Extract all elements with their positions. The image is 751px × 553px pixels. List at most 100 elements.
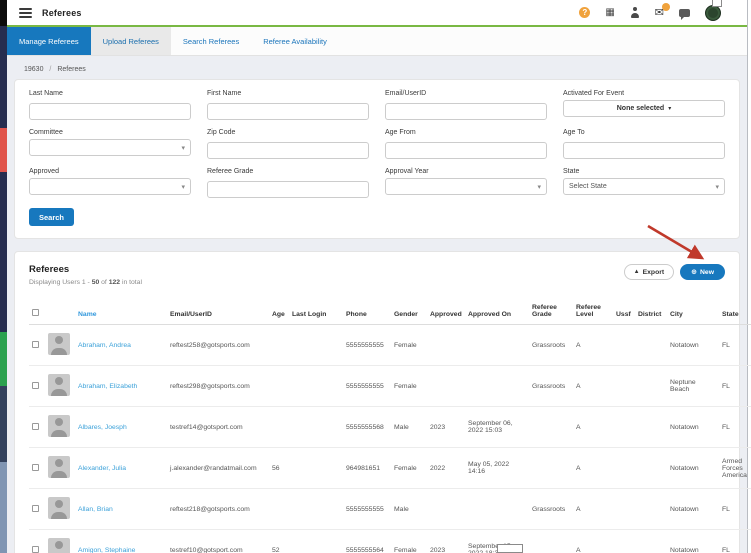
menu-icon[interactable] — [19, 7, 32, 18]
tab-search-referees[interactable]: Search Referees — [182, 36, 240, 46]
referee-row: Albares, Joesph testref14@gotsport.com 555… — [29, 406, 751, 448]
cell-district — [635, 365, 667, 407]
row-checkbox[interactable] — [32, 504, 39, 512]
export-button[interactable]: ▲ Export — [623, 264, 675, 280]
cell-state: FL — [719, 406, 751, 448]
column-header-name[interactable]: Name — [75, 300, 167, 325]
cell-name[interactable]: Allan, Brian — [75, 488, 167, 530]
approved-select[interactable]: ▾ — [29, 178, 191, 195]
cell-age: 56 — [269, 447, 289, 489]
panel-title: Referees — [29, 264, 70, 275]
field-approved: Approved ▾ — [29, 168, 191, 198]
cell-email: testref10@gotsport.com — [167, 529, 269, 553]
committee-select[interactable]: ▾ — [29, 139, 191, 156]
referees-card: Referees Displaying Users 1 - 50 of 122 … — [14, 251, 751, 553]
row-checkbox[interactable] — [32, 463, 39, 471]
referee-avatar — [48, 456, 70, 478]
email-userid-input[interactable] — [385, 103, 547, 120]
cell-last_login — [289, 324, 343, 366]
row-checkbox[interactable] — [32, 422, 39, 430]
row-checkbox[interactable] — [32, 545, 39, 553]
tab-referee-availability[interactable]: Referee Availability — [263, 36, 327, 46]
field-label: Activated For Event — [563, 90, 625, 97]
plus-circle-icon: ⊕ — [691, 269, 698, 276]
messages-icon[interactable]: ✉ — [655, 3, 670, 19]
breadcrumb: 19630 / Referees — [14, 56, 740, 79]
notification-badge — [662, 3, 670, 11]
breadcrumb-org[interactable]: 19630 — [24, 66, 44, 73]
cell-state: FL — [719, 324, 751, 366]
field-email-userid: Email/UserID — [385, 90, 547, 120]
referee-grade-input[interactable] — [207, 181, 369, 198]
new-button[interactable]: ⊕ New — [680, 264, 725, 280]
cell-referee_grade — [529, 529, 573, 553]
breadcrumb-current: Referees — [57, 66, 86, 73]
cell-state: FL — [719, 365, 751, 407]
cell-phone: 5555555564 — [343, 529, 391, 553]
strip-segment — [0, 332, 7, 386]
search-filters-card: Last Name First Name Email/UserID Activa… — [14, 79, 740, 239]
cell-ussf — [613, 447, 635, 489]
tab-upload-referees[interactable]: Upload Referees — [90, 27, 171, 55]
cell-email: testref14@gotsport.com — [167, 406, 269, 448]
cell-referee_grade: Grassroots — [529, 488, 573, 530]
search-button[interactable]: Search — [29, 208, 75, 226]
cell-name[interactable]: Abraham, Elizabeth — [75, 365, 167, 407]
tabbar: Manage Referees Upload Referees Search R… — [7, 27, 747, 56]
cell-email: reftest298@gotsports.com — [167, 365, 269, 407]
approval-year-select[interactable]: ▾ — [385, 178, 547, 195]
referees-table: Name Email/UserID Age Last Login Phone G… — [29, 300, 751, 553]
apps-icon[interactable]: ▦ — [605, 7, 615, 18]
row-checkbox[interactable] — [32, 381, 39, 389]
chevron-down-icon: ▾ — [715, 183, 719, 191]
row-checkbox[interactable] — [32, 340, 39, 348]
cell-approved_on — [465, 324, 529, 366]
strip-segment — [0, 386, 7, 462]
first-name-input[interactable] — [207, 103, 369, 120]
field-activated-for-event: Activated For Event None selected ▾ — [563, 90, 725, 120]
cell-gender: Female — [391, 529, 427, 553]
cell-name[interactable]: Amigon, Stephaine — [75, 529, 167, 553]
activated-for-event-dropdown[interactable]: None selected ▾ — [563, 100, 725, 117]
referee-row: Amigon, Stephaine testref10@gotsport.com 5… — [29, 529, 751, 553]
cell-email: j.alexander@randatmail.com — [167, 447, 269, 489]
state-select[interactable]: Select State ▾ — [563, 178, 725, 195]
field-label: Age To — [563, 129, 585, 136]
cell-district — [635, 488, 667, 530]
column-header-email: Email/UserID — [167, 300, 269, 325]
cell-referee_grade — [529, 447, 573, 489]
help-icon[interactable]: ? — [579, 7, 591, 18]
age-to-input[interactable] — [563, 142, 725, 159]
app-window: Referees ? ▦ ✉ Manage Referees Upload Re… — [7, 0, 751, 553]
brand-divider — [7, 25, 747, 27]
field-label: State — [563, 168, 580, 175]
referee-avatar — [48, 374, 70, 396]
referee-avatar — [48, 538, 70, 553]
field-label: Approved — [29, 168, 59, 175]
cell-approved — [427, 324, 465, 366]
column-header-approved-on: Approved On — [465, 300, 529, 325]
referee-table-body: Abraham, Andrea reftest258@gotsports.com 5… — [29, 324, 751, 553]
cell-name[interactable]: Alexander, Julia — [75, 447, 167, 489]
chat-icon[interactable] — [679, 8, 690, 20]
zip-code-input[interactable] — [207, 142, 369, 159]
referee-row: Abraham, Elizabeth reftest298@gotsports.c… — [29, 365, 751, 407]
cell-city: Notatown — [667, 447, 719, 489]
tab-manage-referees[interactable]: Manage Referees — [7, 27, 91, 55]
cell-phone: 5555555555 — [343, 365, 391, 407]
user-icon[interactable] — [630, 7, 640, 18]
cell-name[interactable]: Albares, Joesph — [75, 406, 167, 448]
field-age-to: Age To — [563, 129, 725, 159]
cell-referee_level: A — [573, 406, 613, 448]
content-area: 19630 / Referees Last Name First Name Em… — [7, 56, 751, 553]
select-all-checkbox[interactable] — [32, 309, 39, 316]
cell-email: reftest218@gotsports.com — [167, 488, 269, 530]
table-header-row: Name Email/UserID Age Last Login Phone G… — [29, 300, 751, 325]
chevron-down-icon: ▾ — [537, 183, 541, 191]
referee-row: Allan, Brian reftest218@gotsports.com 5555… — [29, 488, 751, 530]
age-from-input[interactable] — [385, 142, 547, 159]
last-name-input[interactable] — [29, 103, 191, 120]
cell-name[interactable]: Abraham, Andrea — [75, 324, 167, 366]
cell-city: Notatown — [667, 529, 719, 553]
column-header-last-login: Last Login — [289, 300, 343, 325]
